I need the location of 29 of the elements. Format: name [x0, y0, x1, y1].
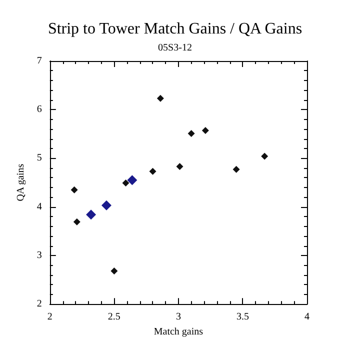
x-tick-label: 2 — [47, 312, 52, 323]
x-tick-label: 3.5 — [236, 312, 249, 323]
point — [176, 163, 184, 170]
x-axis-title: Match gains — [154, 326, 204, 338]
y-axis-title: QA gains — [16, 164, 26, 202]
chart-title: Strip to Tower Match Gains / QA Gains — [48, 20, 302, 38]
point — [261, 152, 268, 160]
point — [73, 218, 80, 226]
x-tick-label: 4 — [304, 312, 310, 323]
point — [70, 186, 78, 194]
point — [127, 175, 138, 186]
point — [149, 168, 156, 175]
y-tick-label: 5 — [36, 152, 42, 164]
x-tick-label: 3 — [176, 312, 181, 323]
y-tick-label: 7 — [36, 56, 42, 66]
point — [156, 94, 164, 102]
point — [232, 166, 240, 173]
y-tick-label: 6 — [36, 104, 42, 116]
point — [188, 130, 195, 137]
y-tick-label: 3 — [36, 250, 42, 261]
x-tick-label: 2.5 — [108, 312, 120, 323]
point — [86, 210, 96, 220]
point — [202, 127, 209, 134]
y-tick-label: 2 — [36, 298, 42, 310]
point — [101, 200, 112, 210]
point — [122, 180, 130, 187]
chart-subtitle: 05S3-12 — [158, 42, 192, 54]
y-tick-label: 4 — [36, 201, 42, 212]
point — [110, 268, 118, 275]
